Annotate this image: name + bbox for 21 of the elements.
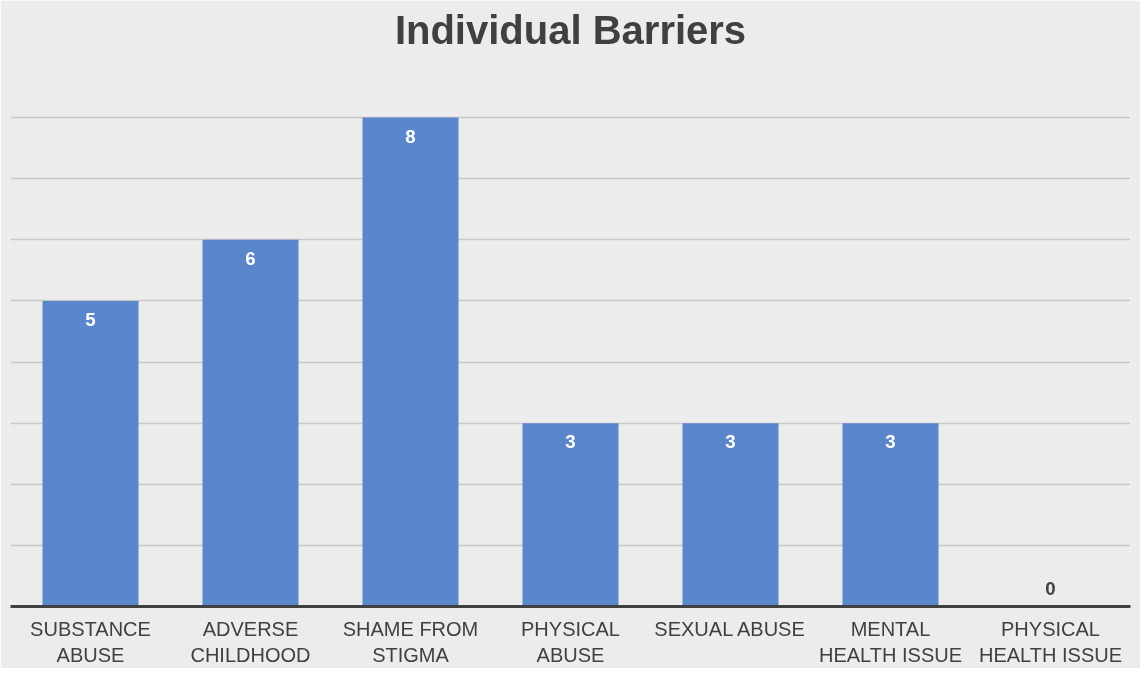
bar bbox=[202, 239, 299, 607]
x-tick-label: SHAME FROM STIGMA bbox=[342, 617, 479, 666]
chart-title: Individual Barriers bbox=[394, 7, 747, 52]
data-label: 5 bbox=[85, 308, 96, 330]
x-tick-label: SEXUAL ABUSE bbox=[654, 617, 805, 640]
bar bbox=[682, 423, 779, 607]
bar bbox=[42, 300, 139, 607]
data-label: 8 bbox=[405, 125, 416, 147]
x-tick-label: PHYSICAL ABUSE bbox=[521, 617, 620, 666]
data-label: 3 bbox=[565, 431, 576, 453]
bar bbox=[842, 423, 939, 607]
data-label: 3 bbox=[885, 431, 896, 453]
bar bbox=[522, 423, 619, 607]
x-tick-label: MENTAL HEALTH ISSUE bbox=[819, 617, 962, 666]
data-label: 3 bbox=[725, 431, 736, 453]
data-label: 0 bbox=[1045, 577, 1056, 599]
x-tick-label: SUBSTANCE ABUSE bbox=[30, 617, 151, 666]
data-label: 6 bbox=[245, 247, 256, 269]
x-tick-label: PHYSICAL HEALTH ISSUE bbox=[979, 617, 1122, 666]
x-tick-label: ADVERSE CHILDHOOD bbox=[190, 617, 311, 666]
bar bbox=[362, 117, 459, 607]
